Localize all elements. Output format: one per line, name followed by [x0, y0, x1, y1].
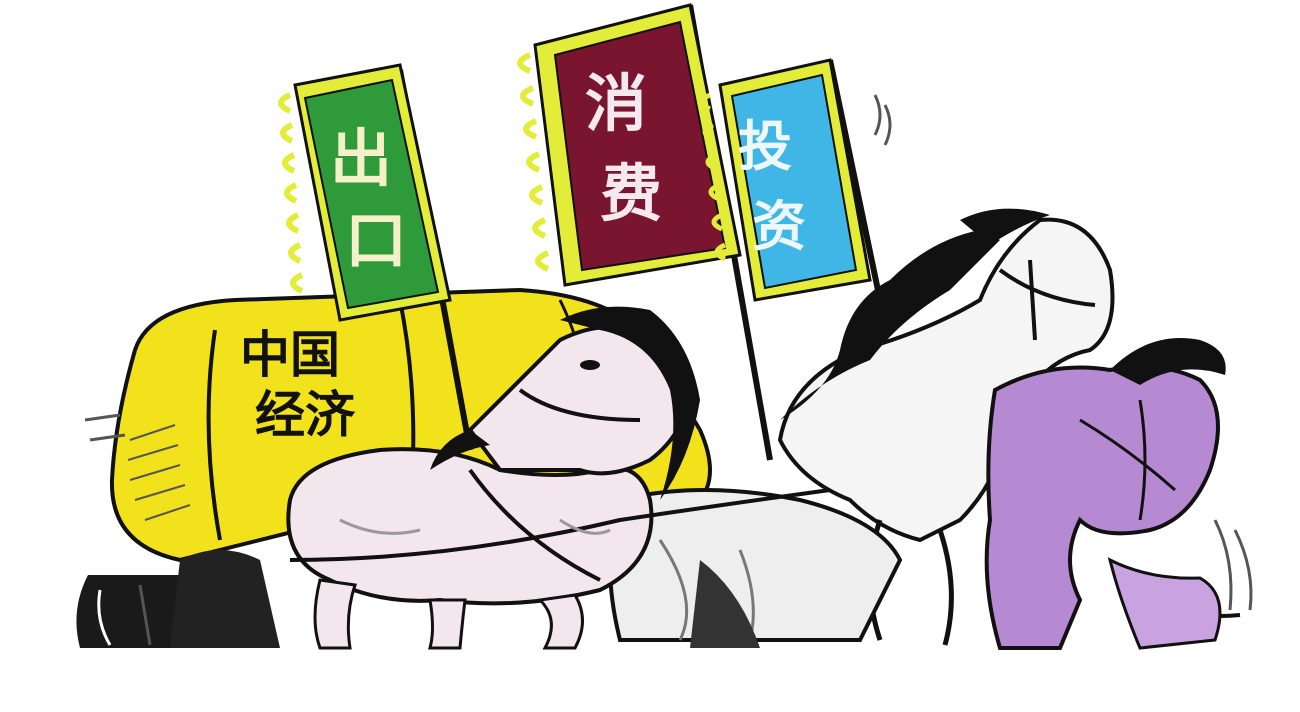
banner-export: 出 口 — [278, 63, 473, 451]
cargo-label-line2: 经济 — [255, 386, 356, 444]
white-horse — [286, 306, 831, 650]
banner-consumption-fringe — [517, 52, 550, 272]
ground-line — [70, 640, 1260, 652]
cargo-label-line1: 中国 — [240, 326, 340, 384]
banner-export-char1: 出 — [330, 122, 392, 195]
banner-investment-char1: 投 — [738, 115, 792, 178]
banner-investment-fringe — [699, 92, 727, 262]
banner-consumption-char1: 消 — [585, 67, 647, 140]
banner-consumption: 消 费 — [517, 3, 773, 461]
banner-export-char2: 口 — [345, 204, 407, 277]
horse-eye — [580, 360, 600, 370]
banner-consumption-char2: 费 — [600, 157, 662, 230]
banner-investment-char2: 资 — [752, 195, 806, 258]
grey-horse — [608, 208, 1115, 646]
purple-horse — [984, 338, 1241, 650]
motion-lines — [84, 94, 1253, 611]
banner-investment: 投 资 — [699, 58, 883, 302]
ground-shadow — [170, 550, 760, 648]
banner-export-fringe — [278, 92, 304, 294]
